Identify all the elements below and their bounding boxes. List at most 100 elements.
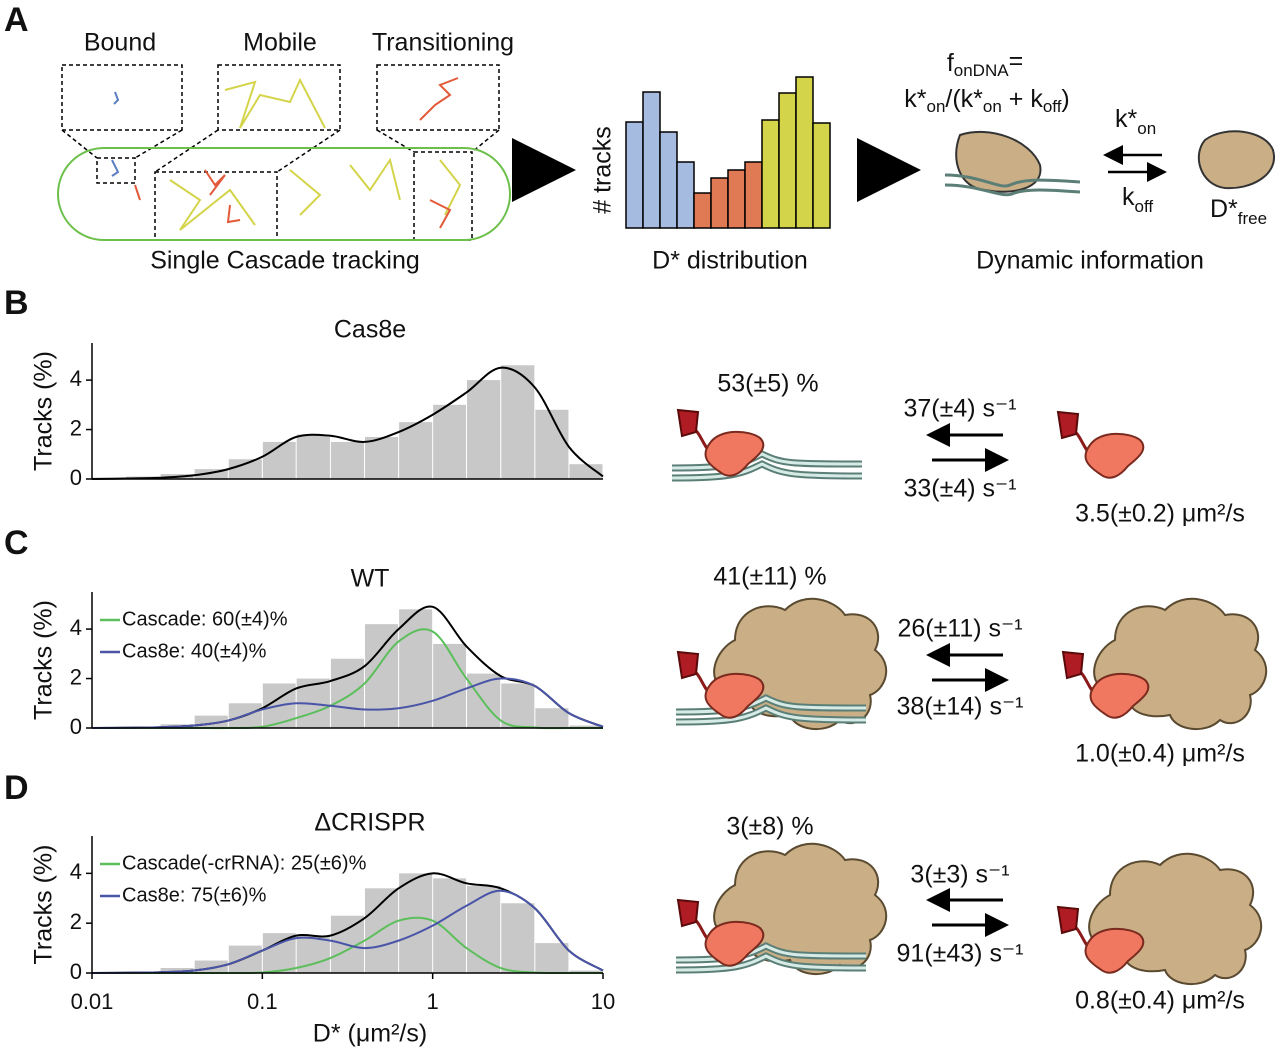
x-axis-label: D* (μm²/s) <box>313 1020 427 1048</box>
x-tick-label: 0.01 <box>71 989 114 1014</box>
cas8e <box>1056 410 1145 480</box>
histogram-bar <box>228 459 262 479</box>
histogram-bar <box>569 725 603 728</box>
rate: 3(±3) s⁻¹ <box>910 861 1009 889</box>
shape <box>744 161 763 229</box>
dna <box>672 454 862 478</box>
diffusion-label: D*free <box>1210 195 1267 229</box>
text-part: onDNA <box>954 61 1009 80</box>
x-tick-label: 10 <box>591 989 615 1014</box>
chart-title: WT <box>351 565 390 593</box>
y-tick-label: 0 <box>70 714 82 739</box>
bound-fraction: 53(±5) % <box>717 370 818 398</box>
text-part: k* <box>904 85 927 113</box>
shape <box>761 119 780 229</box>
y-axis-label: Tracks (%) <box>30 351 58 471</box>
text-part: D* <box>1210 195 1238 223</box>
caption: Single Cascade tracking <box>150 247 420 275</box>
shape <box>710 177 729 229</box>
histogram-bar <box>433 643 467 728</box>
histogram-bar <box>194 960 228 973</box>
histogram-bar <box>535 409 569 479</box>
y-tick-label: 4 <box>70 859 82 884</box>
histogram-bar <box>194 469 228 479</box>
shape <box>217 64 341 131</box>
shape <box>376 64 500 131</box>
bound-fraction: 41(±11) % <box>713 563 826 591</box>
text-part: on <box>1137 119 1156 138</box>
protein <box>1197 130 1276 190</box>
y-tick-label: 4 <box>70 615 82 640</box>
histogram-bar <box>228 945 262 973</box>
shape <box>111 91 120 177</box>
legend-label: Cas8e: 40(±4)% <box>122 640 267 662</box>
chart-title: Cas8e <box>334 316 406 344</box>
rate-label: k*on <box>1115 105 1156 139</box>
chart-title: ΔCRISPR <box>314 809 425 837</box>
histogram-bar <box>262 441 296 479</box>
text-part: ) <box>1061 85 1069 113</box>
text-part: /(k* <box>945 85 983 113</box>
diffusion: 1.0(±0.4) μm²/s <box>1075 740 1245 768</box>
y-tick-label: 0 <box>70 959 82 984</box>
text-part: free <box>1238 209 1267 228</box>
shape <box>642 91 661 229</box>
panel-letter: D <box>4 769 29 807</box>
text-part: f <box>947 49 954 77</box>
histogram-bar <box>535 943 569 973</box>
rate: 33(±4) s⁻¹ <box>903 475 1016 503</box>
panel-letter: A <box>4 1 29 39</box>
histogram-bar <box>399 422 433 479</box>
histogram-bar <box>433 878 467 973</box>
histogram-bar <box>501 683 535 728</box>
shape <box>134 77 459 229</box>
rate: 38(±14) s⁻¹ <box>897 693 1024 721</box>
zoom-boxes <box>61 64 500 241</box>
histogram-bar <box>399 609 433 728</box>
rate-label: koff <box>1122 183 1153 217</box>
shape <box>61 64 183 131</box>
schematic-histogram <box>625 76 831 229</box>
cell <box>57 147 511 241</box>
text-part: off <box>1135 197 1154 216</box>
bound-fraction: 3(±8) % <box>726 813 813 841</box>
label: Transitioning <box>372 29 514 57</box>
rate: 91(±43) s⁻¹ <box>897 940 1024 968</box>
axis-label: # tracks <box>589 126 617 214</box>
label: Mobile <box>243 29 317 57</box>
text-part: on <box>983 97 1002 116</box>
y-axis-label: Tracks (%) <box>30 600 58 720</box>
shape <box>778 92 797 229</box>
fit-curve <box>91 677 604 729</box>
shape <box>659 131 678 229</box>
shape <box>727 169 746 229</box>
fit-curve <box>91 366 604 480</box>
panel-letter: C <box>4 524 29 562</box>
legend-label: Cascade: 60(±4)% <box>122 608 288 630</box>
formula: k*on/(k*on + koff) <box>904 85 1070 117</box>
text-part: k* <box>1115 105 1138 133</box>
histogram-bar <box>160 968 194 973</box>
rate: 26(±11) s⁻¹ <box>897 615 1022 643</box>
protein <box>955 130 1042 193</box>
formula: fonDNA= <box>947 47 1023 81</box>
y-axis-label: Tracks (%) <box>30 845 58 965</box>
y-tick-label: 0 <box>70 465 82 490</box>
histogram-bar <box>330 441 365 479</box>
shape <box>96 157 136 184</box>
shape <box>625 121 644 229</box>
histogram-bar <box>569 464 603 479</box>
text-part: + k <box>1002 85 1043 113</box>
y-tick-label: 2 <box>70 664 82 689</box>
shape <box>169 77 462 231</box>
shape <box>154 171 278 241</box>
histogram-bar <box>296 434 330 479</box>
text-part: on <box>926 97 945 116</box>
dna <box>944 173 1081 197</box>
histogram-bar <box>501 903 535 973</box>
histogram-bar <box>501 365 535 479</box>
histogram-bar <box>569 970 603 973</box>
caption: D* distribution <box>652 247 808 275</box>
label: Bound <box>84 29 156 57</box>
legend-label: Cas8e: 75(±6)% <box>122 884 267 906</box>
